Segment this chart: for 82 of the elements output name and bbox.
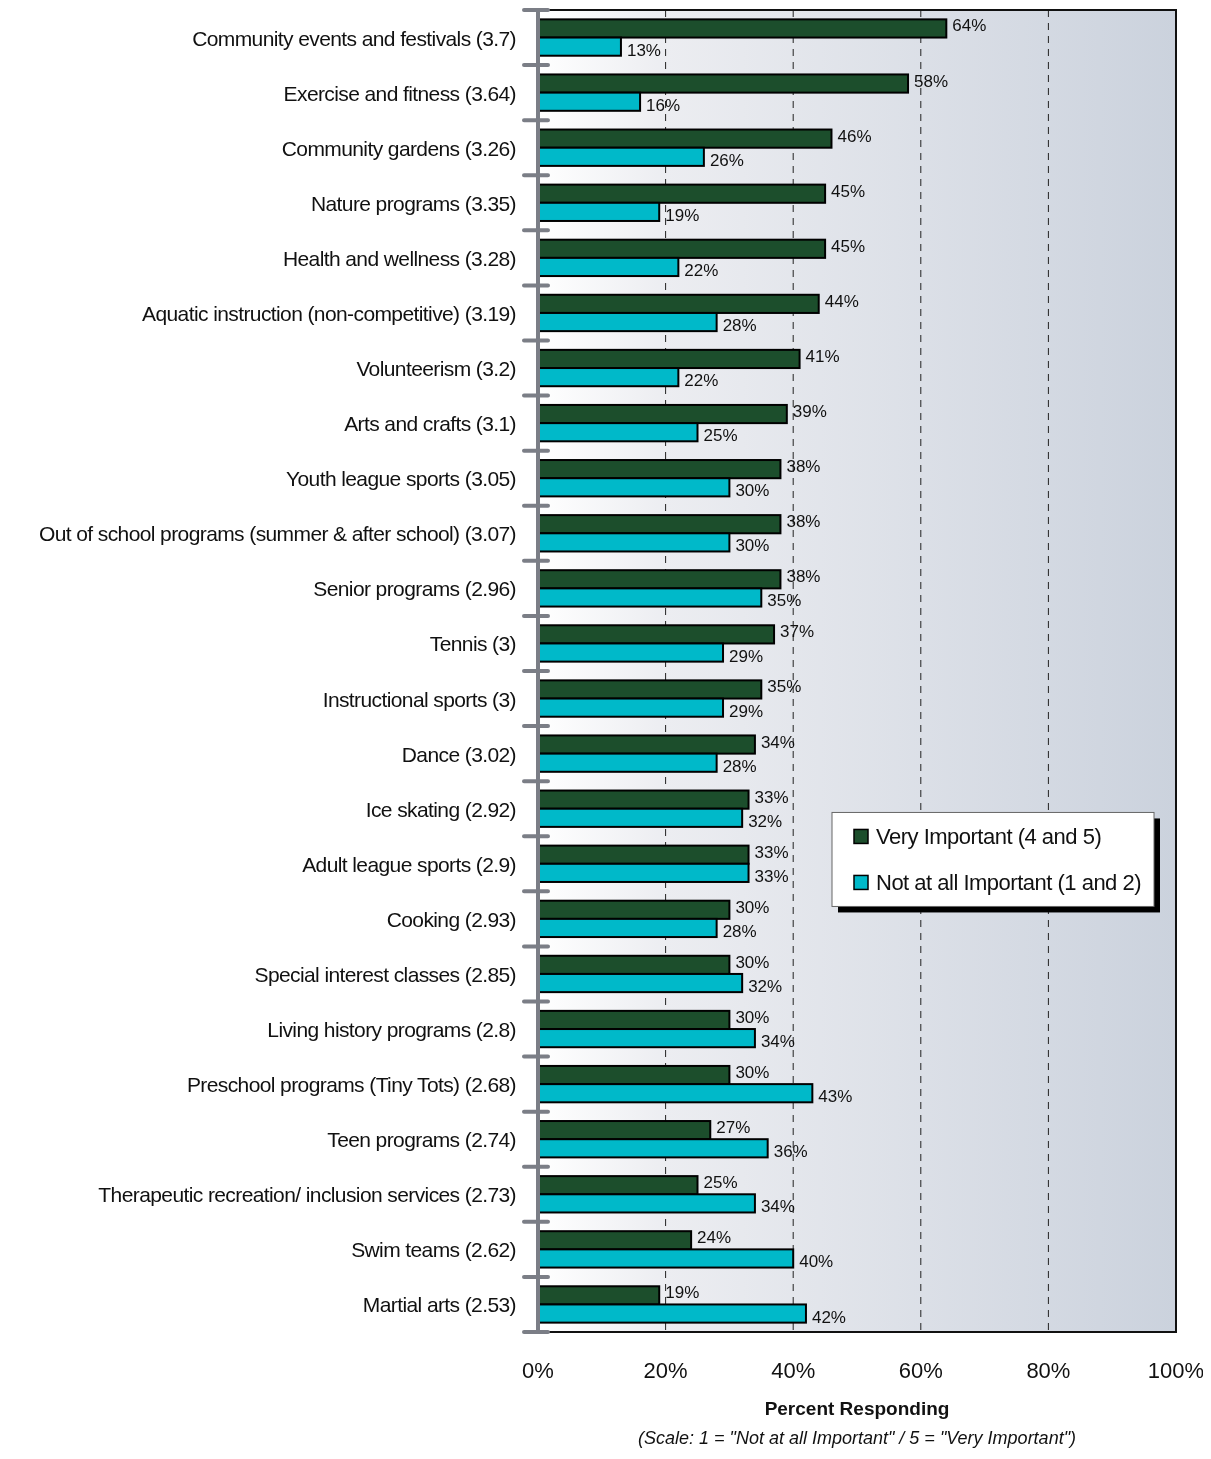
data-label: 64% xyxy=(952,15,987,35)
y-tick-label: Ice skating (2.92) xyxy=(365,797,516,821)
x-tick-label: 60% xyxy=(898,1357,943,1383)
data-label: 28% xyxy=(722,315,757,335)
y-tick-label: Cooking (2.93) xyxy=(386,907,516,931)
data-label: 42% xyxy=(811,1307,846,1327)
y-tick-label: Youth league sports (3.05) xyxy=(286,466,516,490)
data-label: 43% xyxy=(818,1086,853,1106)
y-tick-label: Dance (3.02) xyxy=(401,742,516,766)
data-label: 19% xyxy=(665,205,700,225)
data-label: 19% xyxy=(665,1282,700,1302)
data-label: 34% xyxy=(760,1031,795,1051)
y-tick-label: Martial arts (2.53) xyxy=(362,1292,516,1316)
data-label: 38% xyxy=(786,456,821,476)
x-tick-label: 80% xyxy=(1026,1357,1071,1383)
data-label: 30% xyxy=(735,480,770,500)
data-label: 24% xyxy=(697,1227,732,1247)
data-label: 22% xyxy=(684,370,719,390)
y-tick-label: Adult league sports (2.9) xyxy=(302,852,516,876)
y-tick-label: Therapeutic recreation/ inclusion services (2.73) xyxy=(98,1182,516,1206)
x-tick-label: 20% xyxy=(643,1357,688,1383)
y-tick-label: Health and wellness (3.28) xyxy=(282,246,516,270)
data-label: 35% xyxy=(767,676,802,696)
data-label: 22% xyxy=(684,260,719,280)
data-label: 41% xyxy=(805,346,840,366)
data-label: 13% xyxy=(626,40,661,60)
data-label: 29% xyxy=(729,646,764,666)
data-label: 26% xyxy=(709,150,744,170)
y-tick-label: Volunteerism (3.2) xyxy=(356,356,516,380)
data-label: 33% xyxy=(754,787,789,807)
data-label: 28% xyxy=(722,921,757,941)
y-tick-label: Senior programs (2.96) xyxy=(313,576,516,600)
data-label: 38% xyxy=(786,511,821,531)
data-label: 29% xyxy=(729,701,764,721)
y-tick-label: Special interest classes (2.85) xyxy=(254,962,516,986)
data-label: 25% xyxy=(703,425,738,445)
data-label: 30% xyxy=(735,535,770,555)
data-label: 58% xyxy=(914,71,949,91)
data-label: 45% xyxy=(831,181,866,201)
data-label: 45% xyxy=(831,236,866,256)
y-tick-label: Community gardens (3.26) xyxy=(281,136,516,160)
data-label: 38% xyxy=(786,566,821,586)
data-label: 35% xyxy=(767,590,802,610)
y-tick-label: Living history programs (2.8) xyxy=(267,1017,516,1041)
data-label: 27% xyxy=(716,1117,751,1137)
y-tick-label: Instructional sports (3) xyxy=(322,687,516,711)
y-tick-label: Arts and crafts (3.1) xyxy=(344,411,516,435)
legend-label: Not at all Important (1 and 2) xyxy=(876,869,1142,895)
legend-label: Very Important (4 and 5) xyxy=(876,823,1102,849)
data-label: 32% xyxy=(748,811,783,831)
data-label: 32% xyxy=(748,976,783,996)
y-tick-label: Swim teams (2.62) xyxy=(351,1237,516,1261)
y-tick-label: Tennis (3) xyxy=(429,631,516,655)
data-label: 39% xyxy=(792,401,827,421)
x-tick-label: 40% xyxy=(771,1357,816,1383)
y-tick-label: Exercise and fitness (3.64) xyxy=(283,81,516,105)
x-tick-label: 0% xyxy=(522,1357,554,1383)
data-label: 30% xyxy=(735,1007,770,1027)
y-tick-label: Community events and festivals (3.7) xyxy=(192,26,516,50)
y-tick-label: Aquatic instruction (non-competitive) (3.19) xyxy=(142,301,516,325)
y-tick-label: Out of school programs (summer & after school) (3.07) xyxy=(38,521,516,545)
data-label: 33% xyxy=(754,866,789,886)
data-label: 33% xyxy=(754,842,789,862)
data-label: 30% xyxy=(735,1062,770,1082)
x-tick-label: 100% xyxy=(1147,1357,1205,1383)
y-tick-label: Nature programs (3.35) xyxy=(310,191,516,215)
data-label: 34% xyxy=(760,1196,795,1216)
data-label: 44% xyxy=(824,291,859,311)
text: (Scale: 1 = "Not at all Important" / 5 = "Very Important") xyxy=(637,1428,1077,1448)
data-label: 16% xyxy=(646,95,681,115)
y-tick-label: Teen programs (2.74) xyxy=(327,1127,516,1151)
data-label: 25% xyxy=(703,1172,738,1192)
data-label: 37% xyxy=(780,621,815,641)
data-label: 40% xyxy=(799,1251,834,1271)
data-label: 28% xyxy=(722,756,757,776)
data-label: 36% xyxy=(773,1141,808,1161)
data-label: 46% xyxy=(837,126,872,146)
data-label: 30% xyxy=(735,952,770,972)
x-axis-title: Percent Responding xyxy=(764,1397,950,1419)
y-tick-label: Preschool programs (Tiny Tots) (2.68) xyxy=(186,1072,516,1096)
data-label: 34% xyxy=(760,732,795,752)
data-label: 30% xyxy=(735,897,770,917)
